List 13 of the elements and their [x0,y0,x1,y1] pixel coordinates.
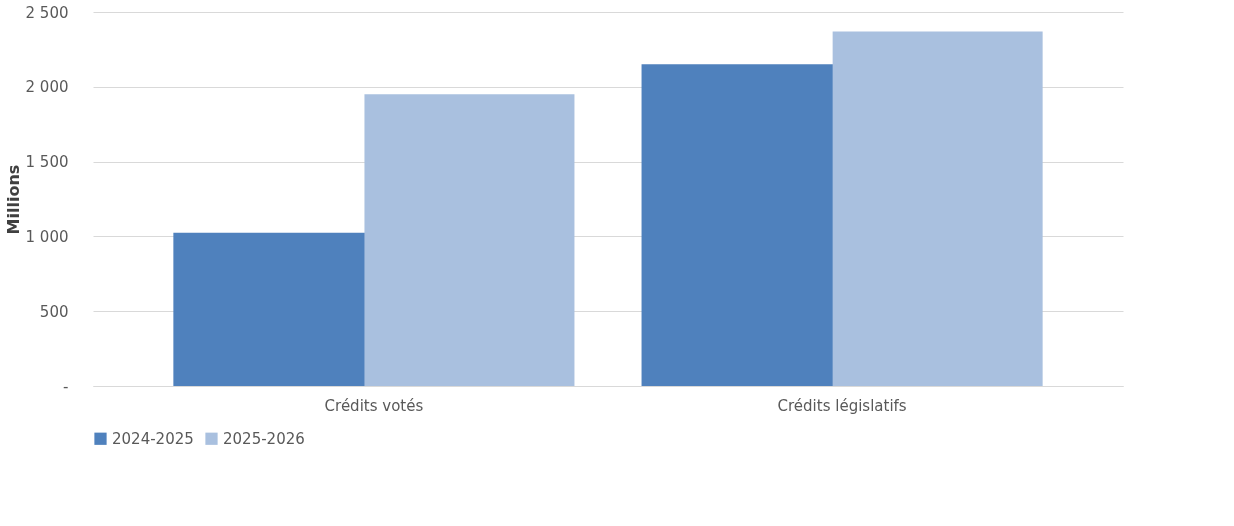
legend-label: 2024-2025 [112,429,194,448]
y-tick-label: 2 500 [25,3,69,22]
y-tick-label: - [63,377,69,396]
y-axis-title: Millions [3,164,23,235]
y-tick-label: 500 [39,302,69,321]
x-tick-label: Crédits votés [324,396,424,415]
x-tick-label: Crédits législatifs [777,396,907,415]
y-tick-label: 1 000 [25,227,69,246]
y-tick-label: 2 000 [25,78,69,97]
bar [832,31,1043,386]
legend-label: 2025-2026 [223,429,305,448]
y-tick-label: 1 500 [25,153,69,172]
bar [364,94,575,386]
